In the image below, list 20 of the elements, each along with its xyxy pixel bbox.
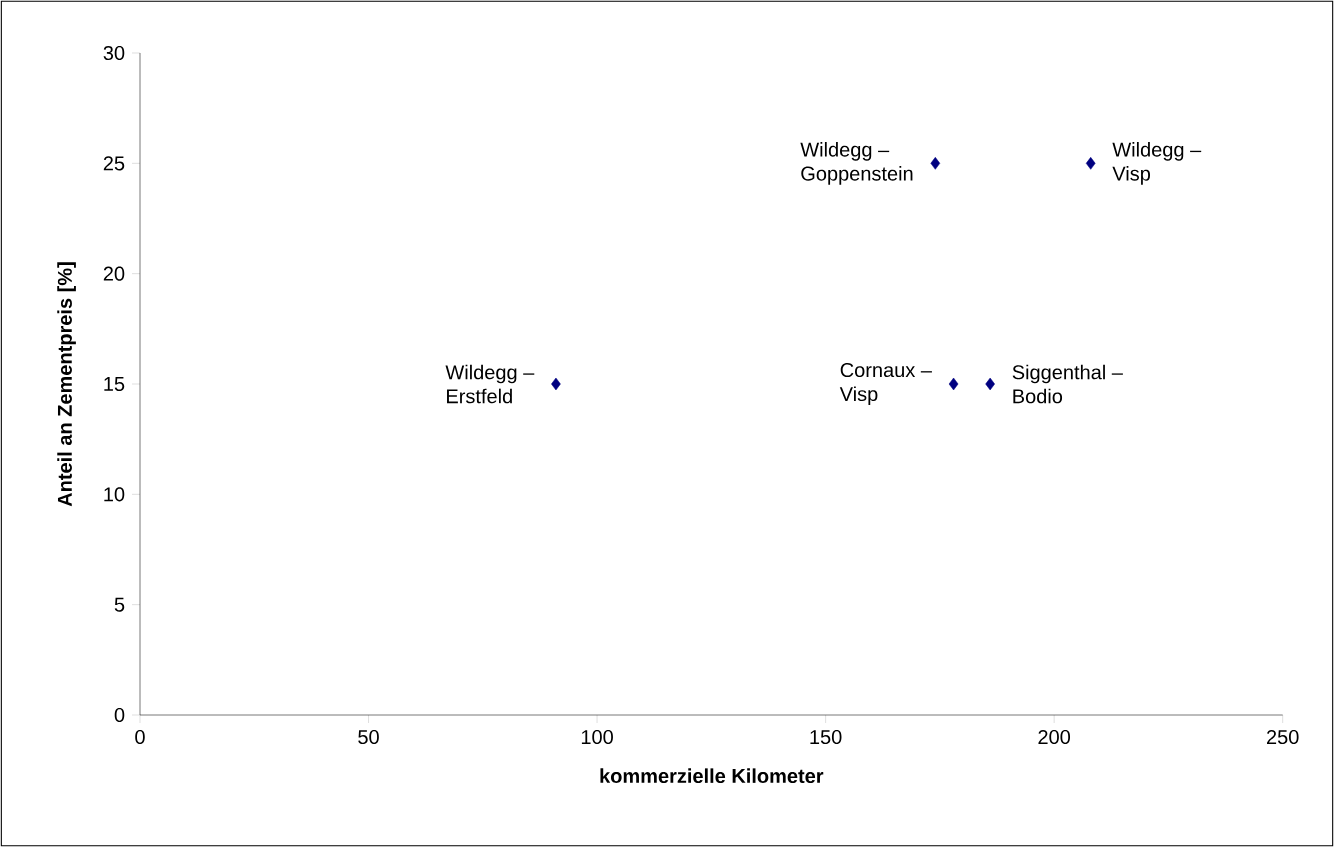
- y-axis-title: Anteil an Zementpreis [%]: [57, 262, 76, 507]
- y-tick-label: 20: [103, 266, 125, 281]
- y-tick-label: 5: [114, 597, 125, 612]
- annotation: Cornaux – Visp: [839, 362, 932, 406]
- x-axis-title: kommerzielle Kilometer: [600, 768, 824, 784]
- x-tick-label: 150: [810, 729, 842, 745]
- y-tick-label: 0: [114, 707, 125, 723]
- y-tick-label: 30: [103, 45, 125, 61]
- annotation: Siggenthal – Bodio: [1012, 364, 1123, 404]
- y-tick-label: 10: [104, 487, 125, 502]
- annotation: Wildegg – Goppenstein: [800, 142, 913, 185]
- x-tick-label: 250: [1267, 729, 1299, 745]
- x-tick-label: 100: [581, 729, 613, 745]
- annotation: Wildegg – Visp: [1112, 142, 1202, 185]
- x-tick-label: 200: [1038, 729, 1071, 745]
- y-tick-label: 15: [104, 377, 125, 391]
- annotation: Wildegg – Erstfeld: [445, 364, 535, 404]
- y-tick-label: 25: [103, 156, 125, 171]
- x-tick-label: 0: [135, 729, 145, 745]
- x-tick-label: 50: [358, 729, 379, 745]
